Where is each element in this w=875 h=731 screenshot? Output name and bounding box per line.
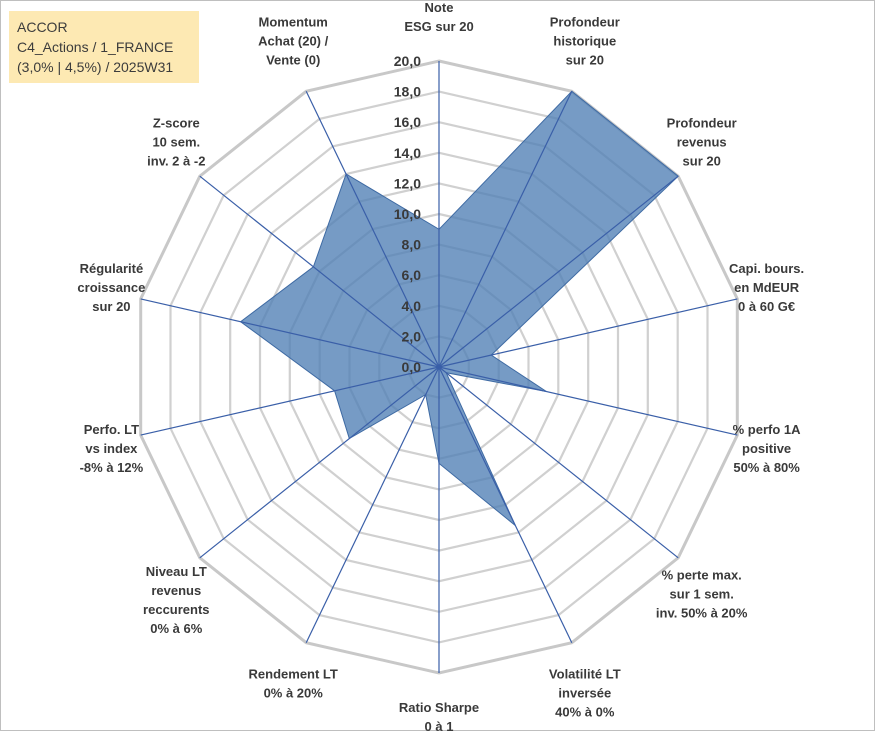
axis-label-line: historique — [553, 33, 616, 48]
axis-label-line: Ratio Sharpe — [399, 700, 479, 715]
axis-label: Volatilité LT inversée 40% à 0% — [549, 667, 621, 720]
axis-label-line: inv. 2 à -2 — [147, 154, 205, 169]
axis-spoke — [438, 366, 679, 559]
axis-label-line: Note — [425, 0, 454, 15]
axis-label-line: Régularité — [80, 261, 144, 276]
header-line-1: ACCOR — [17, 19, 68, 35]
axis-label-line: Momentum — [259, 14, 328, 29]
axis-label-line: Achat (20) / — [258, 33, 328, 48]
axis-spoke — [438, 366, 738, 436]
axis-label-line: sur 1 sem. — [670, 587, 734, 602]
axis-label-line: sur 20 — [92, 299, 130, 314]
axis-label-line: sur 20 — [683, 154, 721, 169]
axis-label: % perfo 1A positive 50% à 80% — [733, 422, 802, 475]
tick-label: 20,0 — [394, 53, 421, 69]
tick-label: 8,0 — [402, 237, 422, 253]
axis-label-line: 0 à 60 G€ — [738, 299, 795, 314]
chart-header-box: ACCOR C4_Actions / 1_FRANCE (3,0% | 4,5%… — [9, 11, 199, 83]
axis-label-line: % perte max. — [662, 568, 742, 583]
axis-label-line: revenus — [151, 583, 201, 598]
axis-label: Régularité croissance sur 20 — [77, 261, 145, 314]
tick-label: 16,0 — [394, 114, 421, 130]
axis-label: % perte max. sur 1 sem. inv. 50% à 20% — [656, 568, 748, 621]
axis-label: Note ESG sur 20 — [404, 0, 473, 34]
axis-label: Niveau LT revenus reccurents 0% à 6% — [143, 564, 209, 636]
axis-label-line: 50% à 80% — [733, 460, 800, 475]
axis-label-line: inv. 50% à 20% — [656, 606, 748, 621]
tick-label: 4,0 — [402, 298, 422, 314]
axis-spoke — [305, 366, 440, 643]
axis-label: Z-score 10 sem. inv. 2 à -2 — [147, 116, 205, 169]
axis-label-line: % perfo 1A — [733, 422, 802, 437]
axis-label: Capi. bours. en MdEUR 0 à 60 G€ — [729, 261, 804, 314]
axis-spoke — [199, 175, 440, 368]
axis-label-line: vs index — [85, 441, 138, 456]
axis-label: Momentum Achat (20) / Vente (0) — [258, 14, 328, 67]
axis-spoke — [199, 366, 440, 559]
axis-label-line: 40% à 0% — [555, 705, 615, 720]
radar-tick-labels: 0,0 2,0 4,0 6,0 8,0 10,0 12,0 14,0 16,0 18,0 20,0 — [394, 53, 421, 375]
axis-label-line: positive — [742, 441, 791, 456]
axis-label-line: 0% à 6% — [150, 621, 202, 636]
axis-spoke — [305, 91, 440, 368]
axis-spoke — [438, 366, 573, 643]
radar-axis-labels: Note ESG sur 20 Profondeur historique sur 20… — [77, 0, 804, 731]
header-line-2: C4_Actions / 1_FRANCE — [17, 39, 174, 55]
axis-label-line: revenus — [677, 135, 727, 150]
axis-label-line: Vente (0) — [266, 52, 320, 67]
tick-label: 12,0 — [394, 175, 421, 191]
header-line-3: (3,0% | 4,5%) / 2025W31 — [17, 59, 174, 75]
axis-label-line: en MdEUR — [734, 280, 800, 295]
axis-spoke — [140, 366, 440, 436]
axis-label-line: reccurents — [143, 602, 209, 617]
tick-label: 18,0 — [394, 84, 421, 100]
axis-label-line: inversée — [558, 686, 611, 701]
axis-label-line: ESG sur 20 — [404, 19, 473, 34]
axis-spoke — [438, 175, 679, 368]
axis-label-line: Rendement LT — [249, 667, 338, 682]
axis-label-line: sur 20 — [566, 52, 604, 67]
tick-label: 2,0 — [402, 328, 422, 344]
axis-label: Perfo. LT vs index -8% à 12% — [80, 422, 144, 475]
axis-label-line: Profondeur — [550, 14, 620, 29]
axis-label-line: 0 à 1 — [425, 719, 454, 731]
axis-label-line: Z-score — [153, 116, 200, 131]
tick-label: 0,0 — [402, 359, 422, 375]
tick-label: 6,0 — [402, 267, 422, 283]
axis-label: Rendement LT 0% à 20% — [249, 667, 338, 701]
axis-label-line: Profondeur — [667, 116, 737, 131]
tick-label: 10,0 — [394, 206, 421, 222]
axis-label-line: Niveau LT — [146, 564, 207, 579]
axis-label: Profondeur historique sur 20 — [550, 14, 620, 67]
axis-label-line: croissance — [77, 280, 145, 295]
axis-label-line: 10 sem. — [152, 135, 200, 150]
axis-label-line: Capi. bours. — [729, 261, 804, 276]
tick-label: 14,0 — [394, 145, 421, 161]
axis-label-line: 0% à 20% — [264, 686, 324, 701]
axis-label: Profondeur revenus sur 20 — [667, 116, 737, 169]
radar-spokes — [140, 61, 738, 673]
axis-spoke — [438, 91, 573, 368]
axis-label-line: Volatilité LT — [549, 667, 621, 682]
axis-label-line: Perfo. LT — [84, 422, 139, 437]
axis-label-line: -8% à 12% — [80, 460, 144, 475]
axis-spoke — [140, 298, 440, 368]
axis-label: Ratio Sharpe 0 à 1 — [399, 700, 479, 731]
axis-spoke — [438, 298, 738, 368]
